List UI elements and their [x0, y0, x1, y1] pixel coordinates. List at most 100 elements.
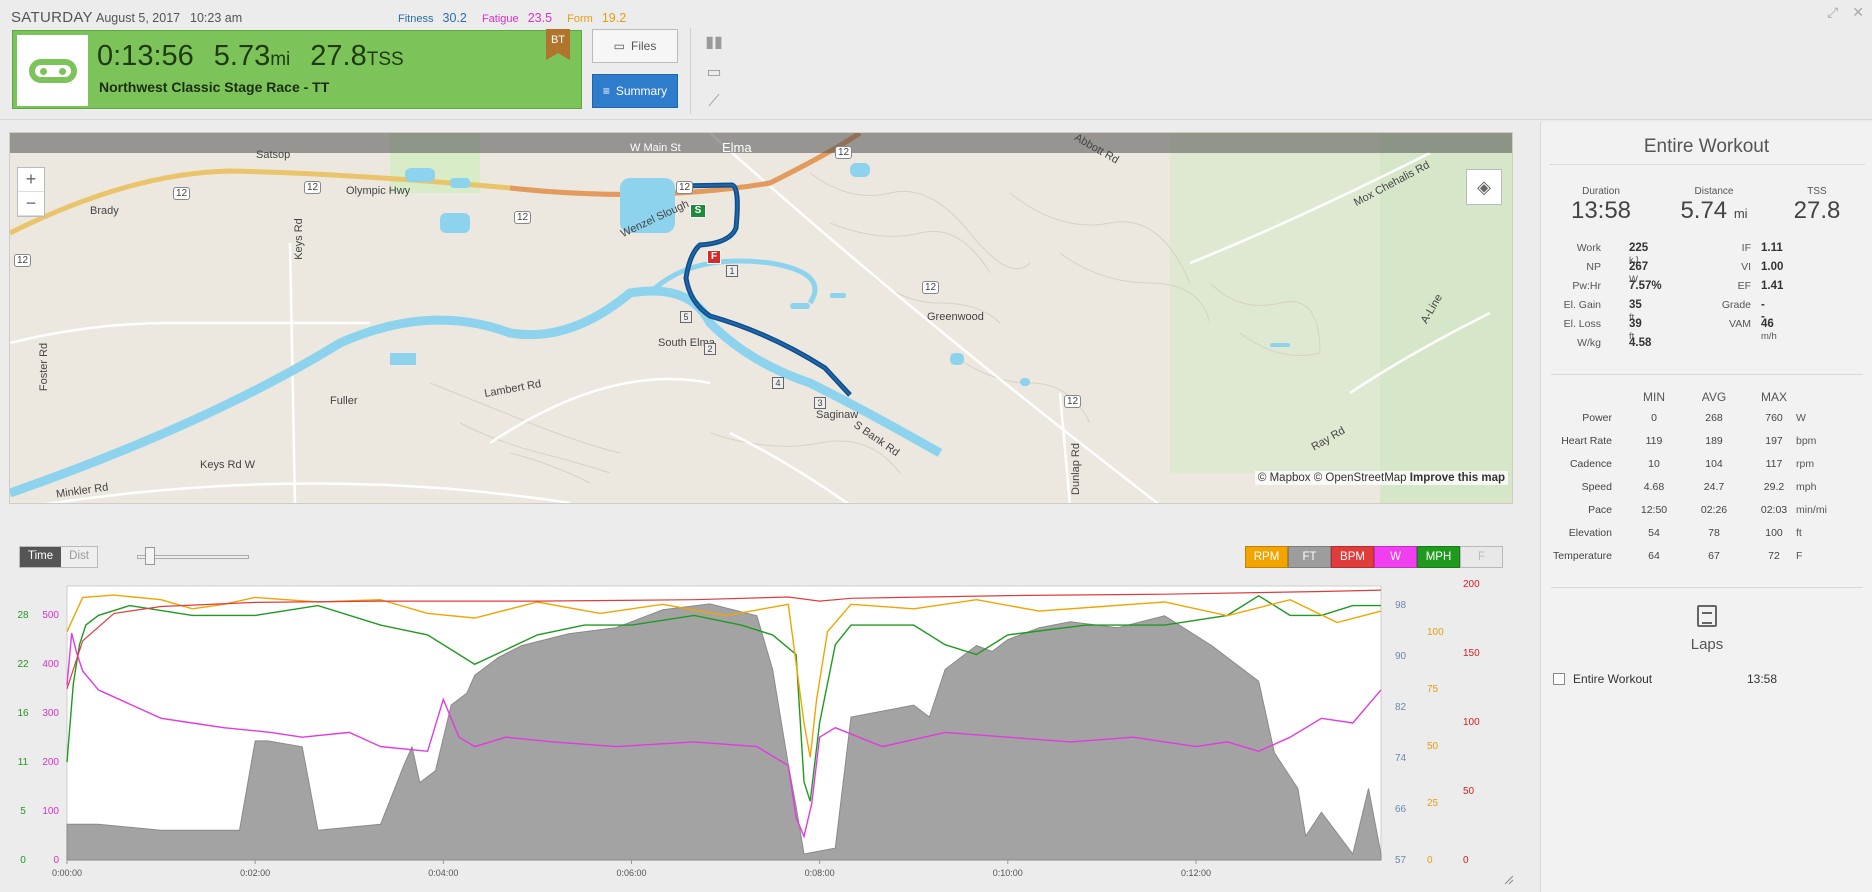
route-lap-marker[interactable]: 1: [726, 265, 738, 277]
bar-chart-icon[interactable]: ▮▮: [705, 34, 723, 51]
x-tick-label: 0:10:00: [993, 868, 1023, 878]
route-lap-marker[interactable]: 5: [680, 311, 692, 323]
map-zoom-controls: + −: [17, 167, 45, 217]
summary-button[interactable]: ≡ Summary: [592, 74, 678, 108]
mm-unit: F: [1796, 550, 1803, 562]
files-button[interactable]: ▭ Files: [592, 29, 678, 63]
distance-toggle-button[interactable]: Dist: [61, 547, 97, 567]
mm-header-max: MAX: [1760, 390, 1787, 404]
route-lap-marker[interactable]: 3: [814, 397, 826, 409]
x-tick-label: 0:12:00: [1181, 868, 1211, 878]
rpm-axis-label: 25: [1427, 798, 1439, 809]
watts-axis-label: 100: [42, 806, 59, 817]
x-tick-label: 0:04:00: [428, 868, 458, 878]
elevation-axis-label: 57: [1395, 855, 1407, 866]
workout-tss: 27.8: [310, 40, 367, 72]
mm-row-label: Power: [1582, 412, 1612, 424]
legend-toggle-w[interactable]: W: [1374, 546, 1417, 568]
mm-max-value: 72: [1768, 550, 1780, 562]
highway-12-shield: 12: [173, 187, 191, 200]
comment-icon[interactable]: ▭: [706, 64, 722, 81]
stat-work-label: Work: [1576, 242, 1601, 254]
fitness-label: Fitness: [398, 13, 434, 25]
stat-vi-value: 1.00: [1761, 261, 1784, 273]
mm-max-value: 29.2: [1763, 481, 1785, 493]
mm-header-avg: AVG: [1701, 390, 1727, 404]
mm-min-value: 10: [1648, 458, 1660, 470]
legend-toggle-ft[interactable]: FT: [1288, 546, 1331, 568]
resize-grip-icon: [1504, 875, 1513, 885]
mm-row-label: Cadence: [1569, 458, 1612, 470]
x-axis-toggle: Time Dist: [19, 546, 98, 568]
watts-axis-label: 500: [42, 610, 59, 621]
mm-row-pace: Pace 12:50 02:26 02:03 min/mi: [1541, 504, 1872, 527]
map-label-dunlap-rd: Dunlap Rd: [1069, 443, 1082, 495]
mm-min-value: 54: [1648, 527, 1660, 539]
stat-np-label: NP: [1586, 261, 1601, 273]
stat-pwhr-label: Pw:Hr: [1572, 280, 1601, 292]
stat-ef-label: EF: [1737, 280, 1751, 292]
route-lap-marker[interactable]: 4: [772, 377, 784, 389]
lap-checkbox[interactable]: [1553, 673, 1565, 685]
kpi-duration-value: 13:58: [1570, 197, 1632, 224]
map-layers-button[interactable]: ◈: [1466, 169, 1502, 205]
workout-summary-card[interactable]: 0:13:56 5.73mi 27.8TSS Northwest Classic S…: [12, 29, 582, 109]
kpi-distance-label: Distance: [1694, 186, 1734, 197]
line-chart-icon[interactable]: ⟋: [708, 93, 720, 110]
close-icon[interactable]: ✕: [1852, 4, 1864, 20]
map-label-greenwood: Greenwood: [927, 311, 984, 323]
elevation-axis-label: 66: [1395, 804, 1407, 815]
workout-chart-panel: Time Dist RPM FT BPM W MPH F 0:00:00 0:02…: [9, 538, 1513, 888]
mm-unit: ft: [1796, 527, 1802, 539]
header-divider: [690, 28, 691, 114]
mm-unit: W: [1796, 412, 1806, 424]
workout-graph[interactable]: 0:00:00 0:02:00 0:04:00 0:06:00 0:08:00 0:10:…: [9, 578, 1513, 888]
legend-toggle-mph[interactable]: MPH: [1417, 546, 1460, 568]
route-map[interactable]: W Main St Elma Satsop Brady Olympic Hwy …: [9, 132, 1513, 504]
chart-zoom-slider[interactable]: [137, 555, 249, 559]
stat-pwhr-value: 7.57%: [1629, 280, 1662, 292]
map-label-keys-rd-w: Keys Rd W: [200, 459, 256, 471]
map-label-foster-rd: Foster Rd: [38, 342, 51, 392]
bpm-axis-label: 150: [1463, 648, 1480, 659]
legend-toggle-rpm[interactable]: RPM: [1245, 546, 1288, 568]
watts-axis-label: 0: [53, 855, 59, 866]
mm-avg-value: 02:26: [1700, 504, 1728, 516]
route-start-marker[interactable]: S: [690, 204, 706, 218]
zoom-out-button[interactable]: −: [18, 192, 44, 216]
mph-axis-label: 16: [17, 708, 29, 719]
mm-unit: rpm: [1796, 458, 1815, 470]
fatigue-label: Fatigue: [481, 13, 519, 25]
expand-icon[interactable]: ⤢: [1827, 4, 1839, 20]
highway-12-shield: 12: [514, 211, 532, 224]
mm-min-value: 0: [1651, 412, 1657, 424]
series-bpm-line: [66, 589, 1382, 689]
x-tick-label: 0:06:00: [616, 868, 646, 878]
mm-row-heart-rate: Heart Rate 119 189 197 bpm: [1541, 435, 1872, 458]
legend-toggle-bpm[interactable]: BPM: [1331, 546, 1374, 568]
mm-avg-value: 104: [1705, 458, 1723, 470]
map-label-south-elma: South Elma: [658, 337, 715, 349]
bpm-axis-label: 50: [1463, 786, 1475, 797]
mm-row-cadence: Cadence 10 104 117 rpm: [1541, 458, 1872, 481]
legend-toggle-f[interactable]: F: [1460, 546, 1503, 568]
mm-avg-value: 24.7: [1703, 481, 1725, 493]
improve-map-link[interactable]: Improve this map: [1409, 472, 1505, 484]
kpi-tss-label: TSS: [1807, 186, 1827, 197]
elevation-axis-label: 90: [1395, 651, 1407, 662]
mm-min-value: 12:50: [1640, 504, 1668, 516]
workout-header: SATURDAY August 5, 2017 10:23 am Fitness…: [0, 0, 1872, 120]
route-lap-marker[interactable]: 2: [704, 343, 716, 355]
chart-zoom-slider-handle[interactable]: [145, 547, 155, 565]
mm-avg-value: 78: [1708, 527, 1720, 539]
time-toggle-button[interactable]: Time: [20, 547, 62, 567]
mapbox-attribution-link[interactable]: © Mapbox: [1257, 472, 1311, 484]
rpm-axis-label: 50: [1427, 741, 1439, 752]
mph-axis-label: 22: [17, 659, 29, 670]
zoom-in-button[interactable]: +: [18, 168, 44, 192]
chart-legend: RPM FT BPM W MPH F: [1245, 546, 1503, 568]
osm-attribution-link[interactable]: © OpenStreetMap: [1313, 472, 1407, 484]
clipboard-icon: [1697, 605, 1717, 627]
mm-row-temperature: Temperature 64 67 72 F: [1541, 550, 1872, 573]
route-finish-marker[interactable]: F: [707, 250, 721, 264]
